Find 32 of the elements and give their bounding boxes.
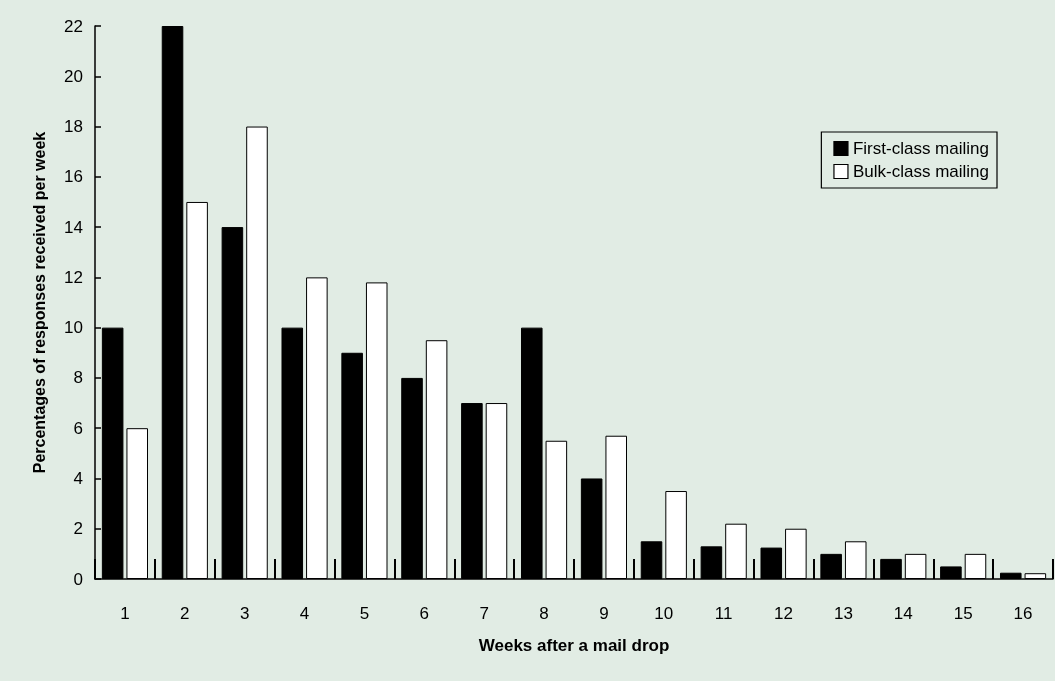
x-tick-label: 5 xyxy=(359,604,370,623)
legend-label: Bulk-class mailing xyxy=(852,162,990,181)
y-tick-label: 10 xyxy=(64,318,83,338)
x-axis-title: Weeks after a mail drop xyxy=(478,636,670,655)
x-tick-label: 15 xyxy=(953,604,973,623)
x-tick-label: 12 xyxy=(774,604,794,623)
y-tick-label: 12 xyxy=(64,267,83,287)
y-tick-label: 20 xyxy=(64,66,83,86)
x-tick-label: 4 xyxy=(299,604,310,623)
x-tick-label: 14 xyxy=(893,604,913,623)
y-tick-label: 2 xyxy=(73,519,83,539)
x-tick-label: 8 xyxy=(539,604,549,623)
y-tick-label: 14 xyxy=(64,217,83,237)
y-tick-label: 16 xyxy=(64,167,83,187)
y-tick-label: 6 xyxy=(73,418,83,438)
legend-label: First-class mailing xyxy=(852,139,989,158)
y-tick-label: 8 xyxy=(73,368,83,388)
x-tick-label: 16 xyxy=(1013,604,1033,623)
x-tick-label: 9 xyxy=(599,604,609,623)
y-tick-label: 4 xyxy=(73,468,83,488)
x-tick-label: 1 xyxy=(120,604,130,623)
x-tick-label: 2 xyxy=(180,604,190,623)
x-tick-label: 10 xyxy=(654,604,674,623)
x-tick-label: 6 xyxy=(419,604,430,623)
y-axis-title: Percentages of responses received per week xyxy=(30,131,48,474)
x-tick-label: 11 xyxy=(714,604,733,623)
x-tick-label: 3 xyxy=(239,604,250,623)
y-tick-label: 0 xyxy=(73,569,83,589)
x-tick-label: 13 xyxy=(833,604,853,623)
y-tick-label: 22 xyxy=(64,16,83,36)
y-tick-label: 18 xyxy=(64,117,83,137)
x-tick-label: 7 xyxy=(479,604,489,623)
